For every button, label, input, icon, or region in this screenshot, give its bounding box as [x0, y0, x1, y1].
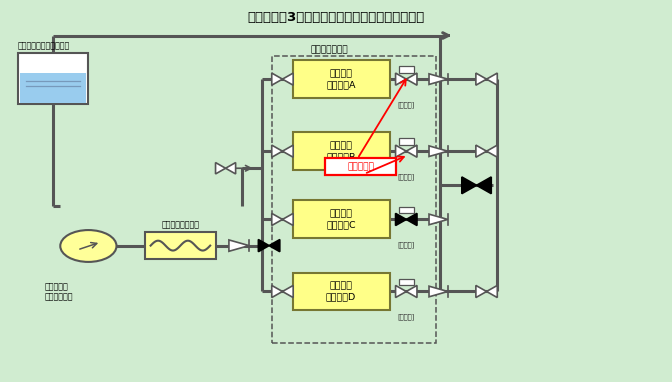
Polygon shape [271, 214, 282, 225]
Bar [272, 57, 436, 343]
Polygon shape [407, 145, 417, 157]
Text: [電動弁]: [電動弁] [398, 241, 415, 248]
Bar [398, 66, 414, 73]
Bar [398, 279, 414, 285]
Polygon shape [487, 73, 497, 85]
Polygon shape [216, 163, 226, 174]
Bar [292, 201, 390, 238]
FancyBboxPatch shape [325, 158, 396, 175]
Text: [電動弁]: [電動弁] [398, 173, 415, 180]
Bar [398, 138, 414, 145]
Polygon shape [271, 73, 282, 85]
Text: [電動弁]: [電動弁] [398, 101, 415, 108]
Polygon shape [429, 74, 448, 84]
Polygon shape [282, 145, 293, 157]
Polygon shape [282, 214, 293, 225]
Polygon shape [396, 73, 407, 85]
Polygon shape [476, 285, 487, 298]
Polygon shape [282, 285, 293, 298]
Bar [292, 60, 390, 98]
Text: 原子炉格納容器: 原子炉格納容器 [311, 45, 349, 54]
Text: 伊方発電所3号機　原子炉補機冷却水系統概略図: 伊方発電所3号機 原子炉補機冷却水系統概略図 [247, 11, 425, 24]
Text: 格納容器
空調装置C: 格納容器 空調装置C [326, 210, 356, 229]
Polygon shape [487, 285, 497, 298]
Polygon shape [396, 285, 407, 298]
Polygon shape [476, 177, 491, 194]
Polygon shape [258, 240, 269, 252]
Polygon shape [226, 163, 236, 174]
Polygon shape [429, 214, 448, 225]
Polygon shape [269, 240, 280, 252]
Bar [18, 53, 89, 104]
Polygon shape [462, 177, 476, 194]
Text: 補機冷却水サージタンク: 補機冷却水サージタンク [18, 42, 71, 51]
Polygon shape [229, 240, 249, 251]
Text: 原子炉補機冷却器: 原子炉補機冷却器 [161, 221, 200, 230]
Text: 格納容器
空調装置D: 格納容器 空調装置D [326, 282, 356, 301]
Polygon shape [429, 146, 448, 157]
Bar [145, 232, 216, 259]
Polygon shape [396, 214, 407, 225]
Polygon shape [487, 145, 497, 157]
Polygon shape [476, 145, 487, 157]
Bar [292, 132, 390, 170]
Polygon shape [429, 286, 448, 297]
Polygon shape [476, 73, 487, 85]
Polygon shape [282, 73, 293, 85]
Text: [電動弁]: [電動弁] [398, 314, 415, 320]
Bar [20, 73, 87, 103]
Circle shape [60, 230, 116, 262]
Polygon shape [271, 145, 282, 157]
Polygon shape [271, 285, 282, 298]
Bar [292, 272, 390, 311]
Text: 漏えい箇所: 漏えい箇所 [347, 162, 374, 171]
Text: 格納容器
空調装置A: 格納容器 空調装置A [327, 70, 355, 89]
Polygon shape [407, 285, 417, 298]
Bar [398, 207, 414, 214]
Polygon shape [407, 214, 417, 225]
Polygon shape [396, 145, 407, 157]
Polygon shape [407, 73, 417, 85]
Text: 格納容器
空調装置B: 格納容器 空調装置B [327, 141, 355, 161]
Text: 原子炉補機
冷却水ポンプ: 原子炉補機 冷却水ポンプ [45, 282, 73, 301]
